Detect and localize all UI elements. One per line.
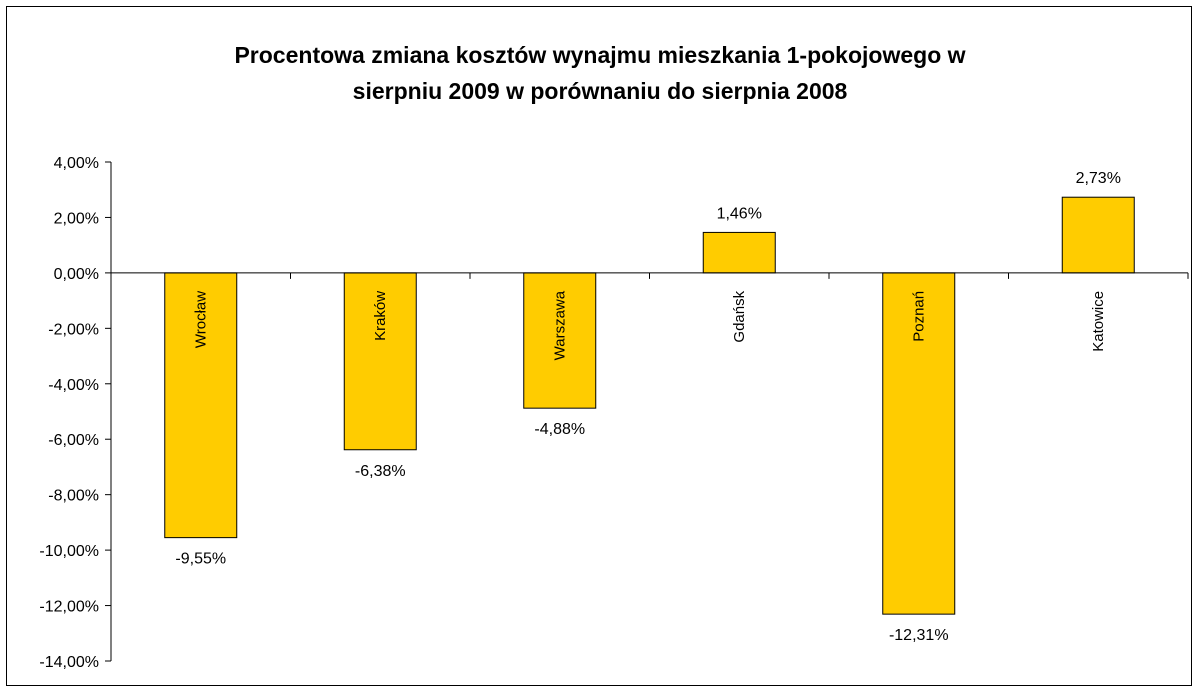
bars: [164, 196, 1135, 615]
chart-title-line-2: sierpniu 2009 w porównaniu do sierpnia 2…: [352, 78, 848, 104]
y-tick-label: -6,00%: [48, 432, 99, 449]
category-label: Wrocław: [193, 291, 210, 348]
y-tick-label: -4,00%: [48, 377, 99, 394]
data-label: -9,55%: [175, 551, 226, 568]
y-tick-label: -8,00%: [48, 488, 99, 505]
x-axis: [110, 272, 1189, 279]
y-tick-label: 4,00%: [54, 155, 99, 172]
chart-title: Procentowa zmiana kosztów wynajmu mieszk…: [7, 37, 1193, 109]
category-label: Katowice: [1090, 291, 1107, 352]
y-tick-label: -12,00%: [39, 599, 99, 616]
data-labels: -9,55% -6,38% -4,88% 1,46% -12,31% 2,73%: [175, 170, 1121, 644]
bar: [702, 231, 776, 274]
bar: [1061, 196, 1135, 274]
data-label: -6,38%: [355, 463, 406, 480]
chart-title-line-1: Procentowa zmiana kosztów wynajmu mieszk…: [234, 42, 966, 68]
bar: [343, 272, 417, 451]
y-tick-label: -14,00%: [39, 654, 99, 671]
data-label: -4,88%: [534, 421, 585, 438]
bar: [164, 272, 238, 539]
y-tick-label: 0,00%: [54, 266, 99, 283]
y-tick-label: 2,00%: [54, 210, 99, 227]
bar: [882, 272, 956, 615]
y-tick-label: -2,00%: [48, 321, 99, 338]
bar: [523, 272, 597, 409]
category-label: Poznań: [911, 291, 928, 342]
category-label: Gdańsk: [731, 290, 748, 342]
data-label: -12,31%: [889, 627, 949, 644]
category-label: Warszawa: [552, 290, 569, 360]
y-tick-label: -10,00%: [39, 543, 99, 560]
y-axis: 4,00% 2,00% 0,00% -2,00% -4,00% -6,00% -8,00% -…: [39, 155, 112, 671]
category-labels: Wrocław Kraków Warszawa Gdańsk Poznań Katowic…: [193, 290, 1108, 360]
data-label: 2,73%: [1076, 170, 1121, 187]
category-label: Kraków: [372, 291, 389, 341]
data-label: 1,46%: [717, 205, 762, 222]
